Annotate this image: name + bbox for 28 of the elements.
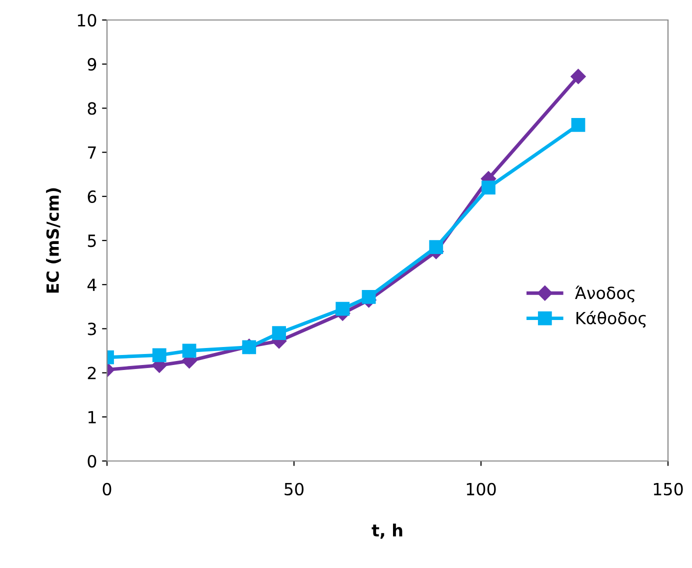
point	[152, 348, 166, 362]
point	[482, 180, 496, 195]
y-tick-label: 2	[88, 366, 96, 380]
y-tick-label: 4	[87, 278, 96, 291]
x-tick-label: 150	[654, 482, 683, 496]
point	[429, 240, 444, 254]
y-tick-label: 9	[88, 58, 96, 71]
point	[570, 68, 586, 84]
y-tick-label: 6	[88, 190, 96, 203]
point	[362, 290, 376, 304]
point	[182, 344, 196, 358]
y-axis-title: EC (mS/cm)	[46, 188, 61, 293]
y-tick-label: 3	[88, 322, 96, 336]
legend-label: Κάθοδος	[576, 310, 646, 328]
y-tick-label: 5	[88, 234, 96, 248]
legend-label: Άνοδος	[575, 286, 634, 302]
y-tick-label: 7	[88, 146, 96, 159]
y-tick-label: 1	[88, 411, 96, 424]
x-tick-label: 0	[102, 482, 112, 496]
y-tick-label: 10	[78, 14, 96, 27]
x-tick-label: 50	[284, 482, 304, 496]
y-tick-label: 0	[88, 454, 96, 468]
point	[272, 326, 286, 340]
x-tick-label: 100	[466, 482, 496, 496]
y-tick-label: 8	[88, 102, 96, 115]
point	[336, 302, 350, 316]
point	[571, 118, 586, 132]
x-axis-title: t, h	[372, 524, 402, 539]
